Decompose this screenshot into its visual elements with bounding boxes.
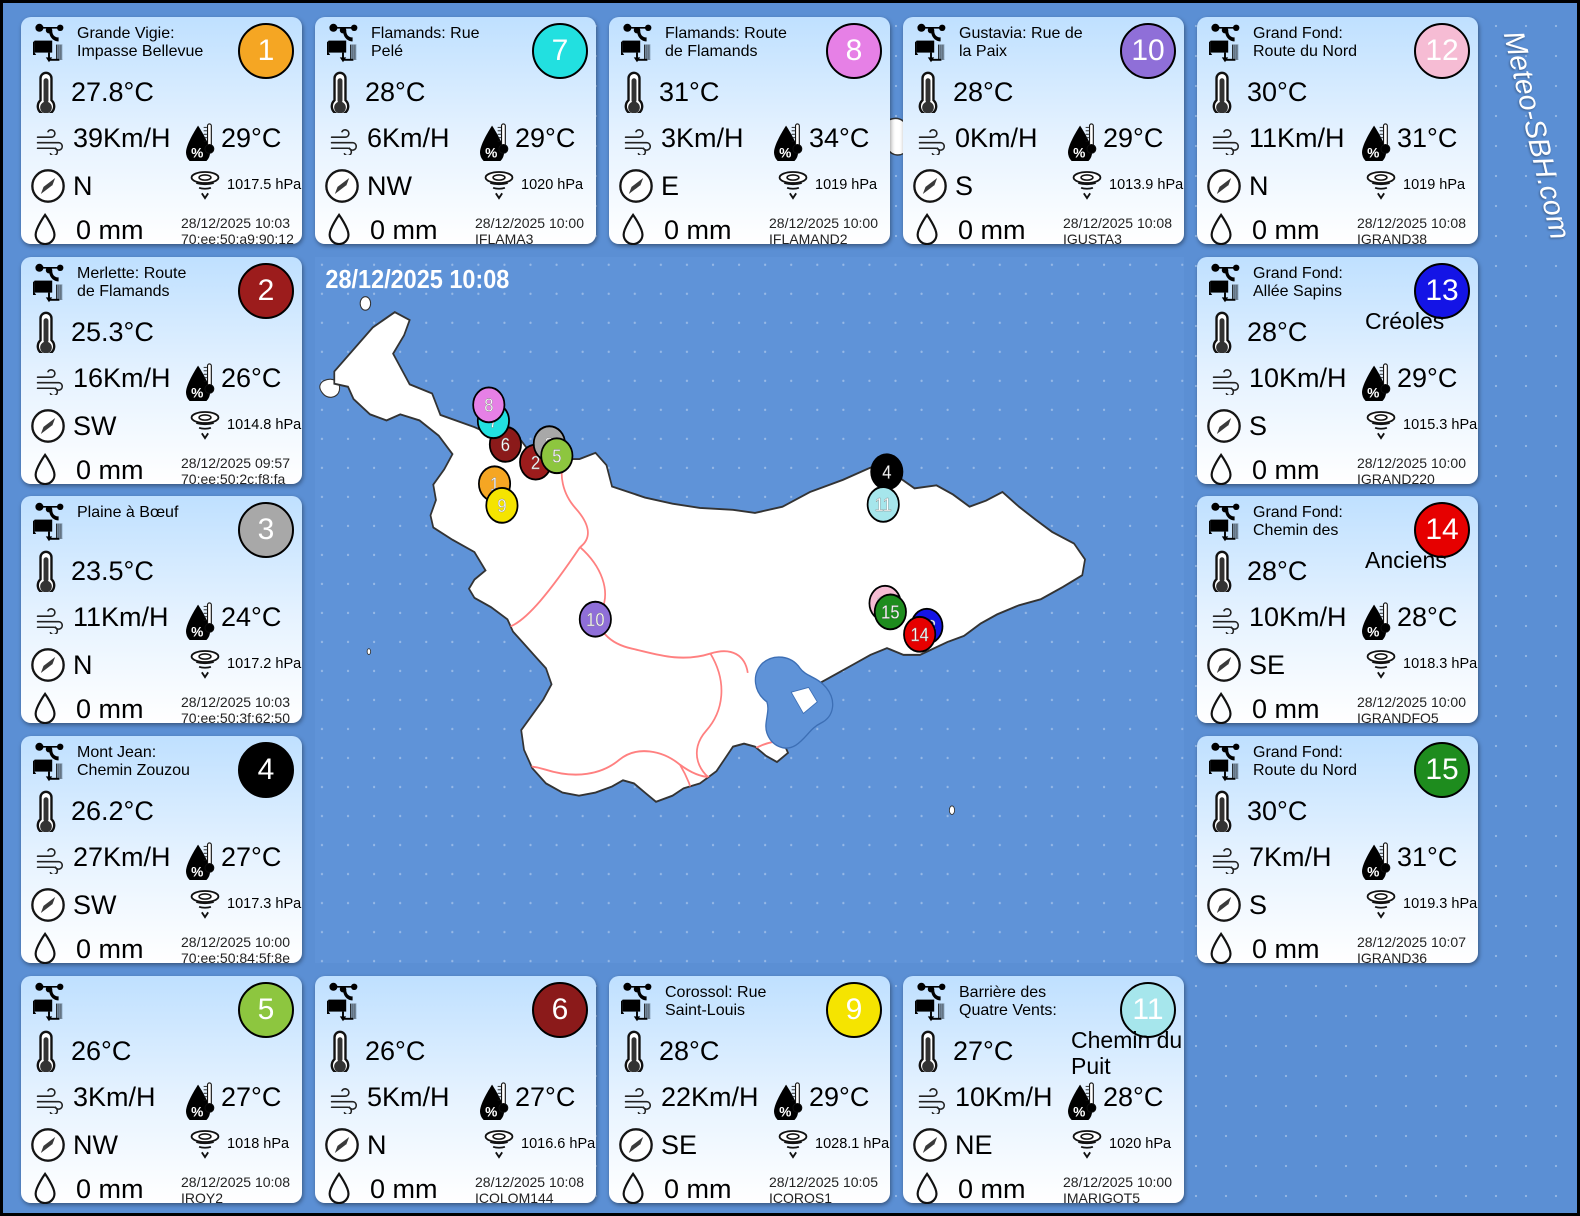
svg-text:14: 14	[910, 624, 929, 645]
svg-text:11: 11	[875, 494, 892, 515]
svg-text:6: 6	[501, 434, 510, 455]
svg-text:5: 5	[552, 446, 561, 467]
svg-text:9: 9	[497, 495, 506, 516]
svg-text:10: 10	[586, 609, 605, 630]
svg-text:8: 8	[484, 395, 493, 416]
svg-text:15: 15	[881, 602, 899, 623]
svg-text:28/12/2025 10:08: 28/12/2025 10:08	[325, 266, 509, 294]
svg-text:4: 4	[882, 462, 891, 483]
